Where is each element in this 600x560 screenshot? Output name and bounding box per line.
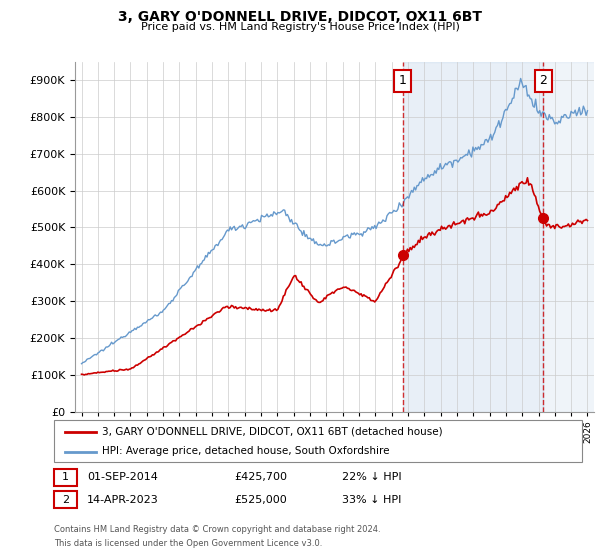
Bar: [403, 62, 543, 412]
Text: 2: 2: [62, 494, 69, 505]
Text: 2: 2: [539, 74, 547, 87]
Text: HPI: Average price, detached house, South Oxfordshire: HPI: Average price, detached house, Sout…: [102, 446, 389, 456]
Text: This data is licensed under the Open Government Licence v3.0.: This data is licensed under the Open Gov…: [54, 539, 322, 548]
Text: 14-APR-2023: 14-APR-2023: [87, 494, 159, 505]
Text: 1: 1: [62, 472, 69, 482]
Text: 1: 1: [398, 74, 406, 87]
Bar: [543, 62, 596, 412]
Text: 33% ↓ HPI: 33% ↓ HPI: [342, 494, 401, 505]
Text: 3, GARY O'DONNELL DRIVE, DIDCOT, OX11 6BT: 3, GARY O'DONNELL DRIVE, DIDCOT, OX11 6B…: [118, 10, 482, 24]
Text: Price paid vs. HM Land Registry's House Price Index (HPI): Price paid vs. HM Land Registry's House …: [140, 22, 460, 32]
Text: £525,000: £525,000: [234, 494, 287, 505]
Text: 01-SEP-2014: 01-SEP-2014: [87, 472, 158, 482]
Text: 3, GARY O'DONNELL DRIVE, DIDCOT, OX11 6BT (detached house): 3, GARY O'DONNELL DRIVE, DIDCOT, OX11 6B…: [102, 427, 443, 437]
Text: 22% ↓ HPI: 22% ↓ HPI: [342, 472, 401, 482]
Text: Contains HM Land Registry data © Crown copyright and database right 2024.: Contains HM Land Registry data © Crown c…: [54, 525, 380, 534]
Text: £425,700: £425,700: [234, 472, 287, 482]
